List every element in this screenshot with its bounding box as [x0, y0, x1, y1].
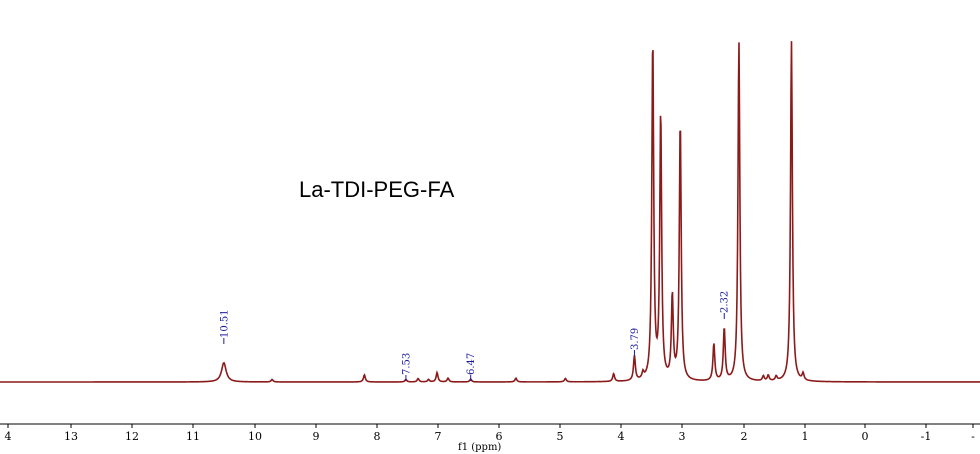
x-tick-label: 7 — [435, 430, 442, 443]
x-tick-label: 5 — [557, 430, 564, 443]
x-tick-label: - — [971, 430, 975, 443]
x-tick-label: 4 — [618, 430, 625, 443]
chart-title: La-TDI-PEG-FA — [299, 177, 455, 202]
peak-label: 6.47 — [466, 353, 477, 375]
x-tick-label: 9 — [313, 430, 320, 443]
spectrum-line — [0, 41, 980, 383]
peak-label: 2.32 — [720, 291, 731, 313]
x-tick-label: 11 — [186, 430, 200, 443]
x-tick-label: 3 — [679, 430, 686, 443]
x-tick-label: 10 — [248, 430, 262, 443]
plot-area: 10.51 7.53 6.47 3.79 2.32 — [0, 41, 980, 383]
x-tick-label: 2 — [741, 430, 748, 443]
x-tick-label: -1 — [921, 430, 932, 443]
x-tick-label: 0 — [862, 430, 869, 443]
x-tick-label: 8 — [374, 430, 381, 443]
x-tick-label: 6 — [496, 430, 503, 443]
x-axis-ticks: 4 13 12 11 10 9 8 7 6 5 4 3 2 1 0 -1- — [5, 424, 975, 443]
x-tick-label: 4 — [5, 430, 12, 443]
peak-label: 7.53 — [401, 353, 412, 375]
x-tick-label: 13 — [64, 430, 78, 443]
x-tick-label: 12 — [125, 430, 139, 443]
peak-label: 3.79 — [630, 328, 641, 350]
x-axis-title: f1 (ppm) — [458, 442, 501, 453]
peak-label: 10.51 — [219, 309, 230, 338]
x-tick-label: 1 — [802, 430, 809, 443]
